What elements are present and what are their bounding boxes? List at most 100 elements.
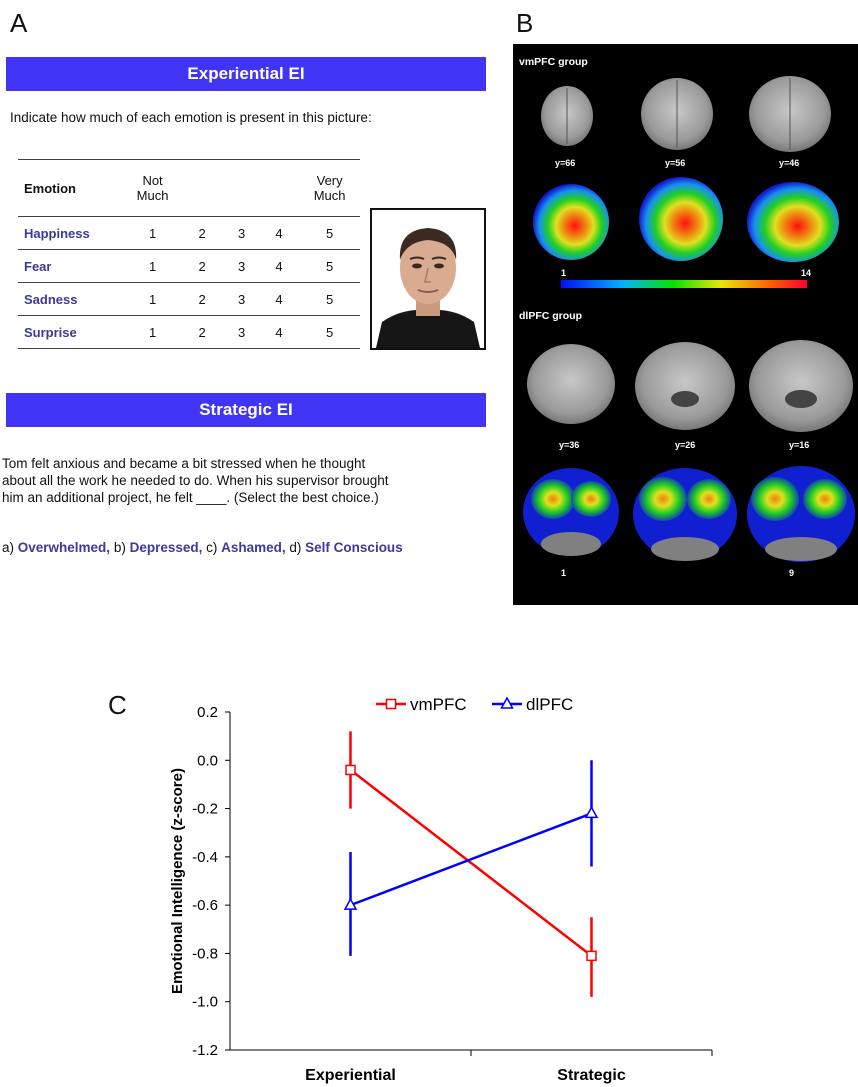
answer-prefix: c) — [202, 540, 222, 555]
data-point — [584, 805, 599, 819]
experiential-prompt: Indicate how much of each emotion is pre… — [10, 110, 372, 125]
answer-prefix: a) — [2, 540, 18, 555]
x-tick-label: Experiential — [305, 1067, 396, 1084]
y-tick-label: -1.2 — [192, 1042, 218, 1059]
series-dlpfc — [343, 760, 599, 956]
emotion-column-header: Emotion — [18, 159, 126, 217]
vmpfc-group-title: vmPFC group — [519, 56, 588, 68]
data-point — [586, 950, 597, 962]
answer-option[interactable]: Ashamed, — [221, 540, 286, 555]
series-line — [350, 812, 592, 907]
scale-max-label: 14 — [801, 268, 812, 278]
story-line: about all the work he needed to do. When… — [2, 473, 389, 488]
strategic-story: Tom felt anxious and became a bit stress… — [2, 455, 492, 506]
chart-series — [343, 731, 599, 997]
table-header-row: Emotion Not Much Very Much — [18, 159, 360, 217]
answer-option[interactable]: Depressed, — [129, 540, 203, 555]
scale-option[interactable]: 5 — [299, 216, 360, 250]
color-scale-bar — [561, 280, 807, 288]
chart-axes: 0.2 0.0 -0.2 -0.4 -0.6 -0.8 -1.0 -1.2 Experienti… — [169, 704, 713, 1084]
ei-line-chart: 0.2 0.0 -0.2 -0.4 -0.6 -0.8 -1.0 -1.2 Experienti… — [169, 695, 713, 1084]
y-tick-label: -0.8 — [192, 945, 218, 962]
data-point — [345, 764, 356, 776]
scale-option[interactable]: 3 — [224, 216, 259, 250]
answer-prefix: b) — [110, 540, 130, 555]
face-photo — [370, 208, 486, 350]
brain-image-panel: vmPFC group y=66 y=56 y=46 1 14 dlPFC gr… — [513, 44, 858, 605]
panel-label-c: C — [108, 690, 127, 720]
y-tick-label: 0.0 — [197, 752, 218, 769]
panel-label-a: A — [10, 8, 28, 38]
table-row: Happiness 1 2 3 4 5 — [18, 216, 360, 250]
emotion-rating-table: Emotion Not Much Very Much Happiness 1 2 3… — [18, 159, 360, 349]
scale-option[interactable]: 1 — [125, 282, 180, 316]
very-much-line2: Much — [313, 188, 346, 203]
not-much-line2: Much — [136, 188, 169, 203]
scale-option[interactable]: 3 — [224, 315, 259, 349]
scale-max-label: 9 — [789, 568, 795, 578]
y-tick-label: -0.2 — [192, 801, 218, 818]
face-illustration — [372, 210, 484, 348]
slice-label: y=56 — [665, 158, 686, 168]
table-row: Surprise 1 2 3 4 5 — [18, 315, 360, 349]
dlpfc-group-title: dlPFC group — [519, 310, 582, 322]
slice-label: y=16 — [789, 440, 810, 450]
legend-marker — [500, 696, 514, 709]
answer-prefix: d) — [285, 540, 306, 555]
answer-option[interactable]: Self Conscious — [305, 540, 403, 555]
story-line: Tom felt anxious and became a bit stress… — [2, 456, 366, 471]
legend-label: vmPFC — [410, 695, 467, 714]
scale-option[interactable]: 2 — [179, 282, 225, 316]
story-line: him an additional project, he felt ____.… — [2, 490, 379, 505]
very-much-header: Very Much — [299, 159, 360, 217]
y-tick-label: -1.0 — [192, 994, 218, 1011]
y-axis-label: Emotional Intelligence (z-score) — [169, 768, 186, 994]
y-tick-label: -0.6 — [192, 897, 218, 914]
blank-header — [258, 159, 300, 217]
scale-option[interactable]: 4 — [258, 282, 300, 316]
scale-option[interactable]: 4 — [258, 216, 300, 250]
table-row: Sadness 1 2 3 4 5 — [18, 282, 360, 316]
scale-option[interactable]: 4 — [258, 249, 300, 283]
blank-header — [224, 159, 259, 217]
emotion-name: Surprise — [18, 315, 126, 349]
scale-option[interactable]: 1 — [125, 249, 180, 283]
scale-option[interactable]: 3 — [224, 282, 259, 316]
scale-option[interactable]: 2 — [179, 249, 225, 283]
scale-option[interactable]: 5 — [299, 282, 360, 316]
very-much-line1: Very — [316, 173, 343, 188]
scale-option[interactable]: 2 — [179, 216, 225, 250]
answer-choices: a) Overwhelmed, b) Depressed, c) Ashamed… — [2, 540, 403, 555]
not-much-line1: Not — [142, 173, 163, 188]
series-vmpfc — [345, 731, 597, 997]
panel-label-b: B — [516, 8, 534, 38]
experiential-banner: Experiential EI — [6, 57, 486, 91]
answer-option[interactable]: Overwhelmed, — [17, 540, 111, 555]
blank-header — [179, 159, 225, 217]
scale-option[interactable]: 1 — [125, 216, 180, 250]
emotion-name: Fear — [18, 249, 126, 283]
brain-slices — [523, 76, 855, 562]
emotion-name: Happiness — [18, 216, 126, 250]
series-line — [349, 768, 593, 957]
scale-option[interactable]: 3 — [224, 249, 259, 283]
slice-label: y=66 — [555, 158, 576, 168]
scale-option[interactable]: 2 — [179, 315, 225, 349]
y-tick-label: -0.4 — [192, 849, 218, 866]
scale-min-label: 1 — [561, 568, 567, 578]
scale-option[interactable]: 1 — [125, 315, 180, 349]
slice-label: y=46 — [779, 158, 800, 168]
emotion-name: Sadness — [18, 282, 126, 316]
data-point — [343, 897, 358, 910]
table-row: Fear 1 2 3 4 5 — [18, 249, 360, 283]
legend-marker — [385, 698, 397, 710]
scale-option[interactable]: 5 — [299, 249, 360, 283]
scale-option[interactable]: 5 — [299, 315, 360, 349]
scale-option[interactable]: 4 — [258, 315, 300, 349]
chart-legend: vmPFC dlPFC — [376, 695, 573, 714]
slice-label: y=26 — [675, 440, 696, 450]
strategic-banner: Strategic EI — [6, 393, 486, 427]
y-tick-label: 0.2 — [197, 704, 218, 721]
slice-label: y=36 — [559, 440, 580, 450]
not-much-header: Not Much — [125, 159, 180, 217]
